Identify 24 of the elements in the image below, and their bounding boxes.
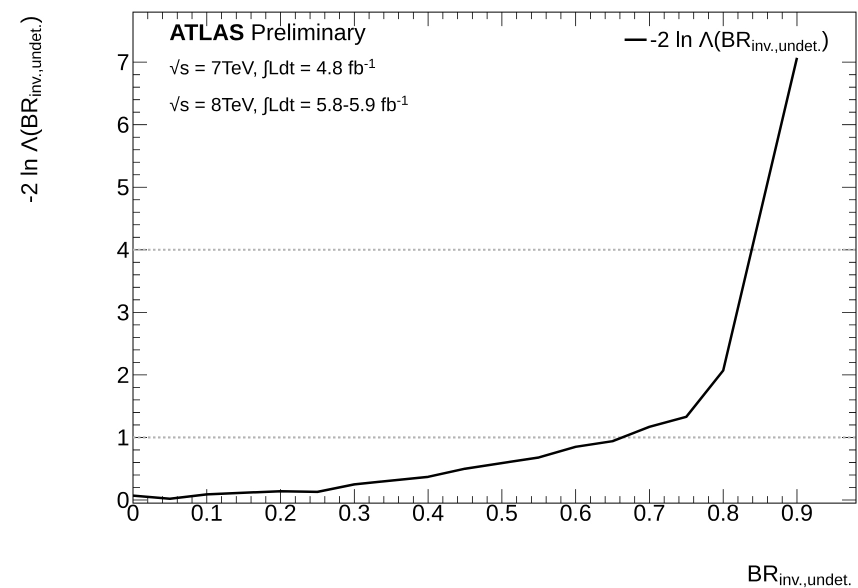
annotation: ATLAS Preliminary	[170, 23, 366, 45]
x-tick-label: 0.8	[708, 504, 738, 521]
x-tick-label: 0.4	[413, 504, 444, 521]
y-tick-label: 3	[118, 304, 128, 320]
y-tick-label: 2	[118, 366, 128, 383]
x-tick-label: 0	[128, 504, 139, 521]
x-tick-label: 0.7	[634, 504, 664, 521]
y-axis-title: -2 ln Λ(BR$_{inv.,undet.}$)	[20, 17, 44, 202]
y-tick-label: 6	[118, 116, 128, 133]
x-tick-label: 0.5	[486, 504, 517, 521]
annotation: √s = 7TeV, ∫Ldt = 4.8 fb$^{-1}$	[170, 58, 376, 78]
y-tick-label: 0	[118, 492, 129, 508]
y-tick-label: 5	[118, 179, 129, 196]
y-tick-label: 4	[117, 242, 129, 258]
x-tick-label: 0.2	[265, 504, 296, 521]
y-tick-label: 7	[118, 54, 128, 70]
x-tick-label: 0.6	[560, 504, 591, 521]
x-tick-label: 0.9	[782, 504, 812, 521]
x-tick-label: 0.1	[192, 504, 222, 521]
annotation: √s = 8TeV, ∫Ldt = 5.8-5.9 fb$^{-1}$	[170, 96, 408, 116]
legend-label: -2 ln Λ(BR$_{inv.,undet.}$)	[650, 31, 828, 53]
x-tick-label: 0.3	[339, 504, 370, 521]
y-tick-label: 1	[118, 430, 128, 446]
x-axis-title: BR$_{inv.,undet.}$	[748, 566, 850, 588]
